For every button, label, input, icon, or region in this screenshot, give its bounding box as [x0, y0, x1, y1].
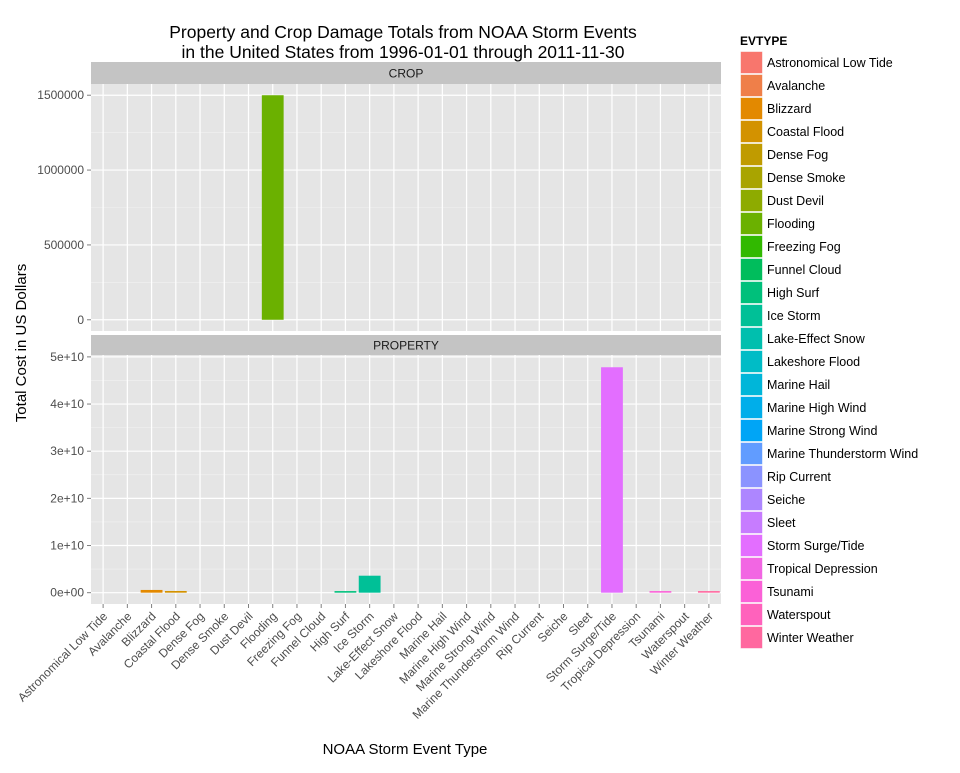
- bar-1-11: [358, 575, 381, 593]
- legend-swatch-22: [740, 557, 763, 580]
- y-tick-label: 1500000: [37, 88, 84, 102]
- legend-label: Lake-Effect Snow: [767, 332, 866, 346]
- legend-swatch-6: [740, 189, 763, 212]
- legend-swatch-15: [740, 396, 763, 419]
- legend-swatch-2: [740, 97, 763, 120]
- bar-1-25: [697, 591, 720, 593]
- legend-swatch-24: [740, 603, 763, 626]
- x-axis-title: NOAA Storm Event Type: [323, 741, 488, 758]
- legend-label: Blizzard: [767, 102, 812, 116]
- legend-swatch-17: [740, 442, 763, 465]
- legend-swatch-9: [740, 258, 763, 281]
- y-tick-label: 1e+10: [50, 539, 84, 553]
- legend-label: Tropical Depression: [767, 562, 878, 576]
- legend-label: High Surf: [767, 286, 820, 300]
- legend-label: Avalanche: [767, 79, 825, 93]
- legend-label: Funnel Cloud: [767, 263, 841, 277]
- chart-title-line: Property and Crop Damage Totals from NOA…: [169, 22, 637, 42]
- facet-strip: [91, 335, 721, 355]
- legend-title: EVTYPE: [740, 34, 787, 48]
- legend-swatch-16: [740, 419, 763, 442]
- legend-swatch-1: [740, 74, 763, 97]
- legend-swatch-14: [740, 373, 763, 396]
- legend-swatch-10: [740, 281, 763, 304]
- legend-label: Marine Thunderstorm Wind: [767, 447, 918, 461]
- y-tick-label: 5e+10: [50, 350, 84, 364]
- legend-swatch-3: [740, 120, 763, 143]
- facet-strip: [91, 62, 721, 84]
- legend-label: Marine Hail: [767, 378, 830, 392]
- legend-label: Dust Devil: [767, 194, 824, 208]
- y-tick-label: 0: [77, 313, 84, 327]
- legend-swatch-11: [740, 304, 763, 327]
- chart-title-line: in the United States from 1996-01-01 thr…: [182, 42, 625, 62]
- y-tick-label: 0e+00: [50, 586, 84, 600]
- legend-label: Freezing Fog: [767, 240, 841, 254]
- y-tick-label: 3e+10: [50, 444, 84, 458]
- legend-label: Dense Smoke: [767, 171, 846, 185]
- plot-panel: [91, 355, 721, 604]
- legend-swatch-21: [740, 534, 763, 557]
- y-tick-label: 500000: [44, 238, 84, 252]
- legend-label: Storm Surge/Tide: [767, 539, 865, 553]
- legend-label: Sleet: [767, 516, 796, 530]
- legend-swatch-18: [740, 465, 763, 488]
- legend-label: Marine High Wind: [767, 401, 866, 415]
- legend-label: Waterspout: [767, 608, 831, 622]
- bar-1-2: [140, 589, 163, 593]
- bar-0-7: [261, 95, 284, 320]
- legend-swatch-25: [740, 626, 763, 649]
- legend-label: Winter Weather: [767, 631, 854, 645]
- legend-label: Flooding: [767, 217, 815, 231]
- legend-swatch-8: [740, 235, 763, 258]
- legend-swatch-20: [740, 511, 763, 534]
- legend-label: Ice Storm: [767, 309, 821, 323]
- legend-label: Astronomical Low Tide: [767, 56, 893, 70]
- legend-label: Lakeshore Flood: [767, 355, 860, 369]
- legend-swatch-13: [740, 350, 763, 373]
- legend-swatch-23: [740, 580, 763, 603]
- bar-1-23: [649, 591, 672, 593]
- legend-swatch-19: [740, 488, 763, 511]
- y-axis-title: Total Cost in US Dollars: [13, 264, 30, 422]
- legend-label: Seiche: [767, 493, 805, 507]
- legend-label: Coastal Flood: [767, 125, 844, 139]
- legend-label: Dense Fog: [767, 148, 828, 162]
- legend-swatch-12: [740, 327, 763, 350]
- legend-swatch-0: [740, 51, 763, 74]
- legend-swatch-5: [740, 166, 763, 189]
- bar-1-3: [164, 590, 187, 593]
- y-tick-label: 1000000: [37, 163, 84, 177]
- legend-swatch-4: [740, 143, 763, 166]
- legend-label: Rip Current: [767, 470, 831, 484]
- facet-strip-label: PROPERTY: [373, 339, 439, 353]
- facet-strip-label: CROP: [389, 67, 424, 81]
- legend-label: Tsunami: [767, 585, 814, 599]
- y-tick-label: 2e+10: [50, 491, 84, 505]
- bar-1-21: [601, 367, 623, 593]
- legend-label: Marine Strong Wind: [767, 424, 878, 438]
- bar-1-10: [334, 591, 357, 593]
- y-tick-label: 4e+10: [50, 397, 84, 411]
- legend-swatch-7: [740, 212, 763, 235]
